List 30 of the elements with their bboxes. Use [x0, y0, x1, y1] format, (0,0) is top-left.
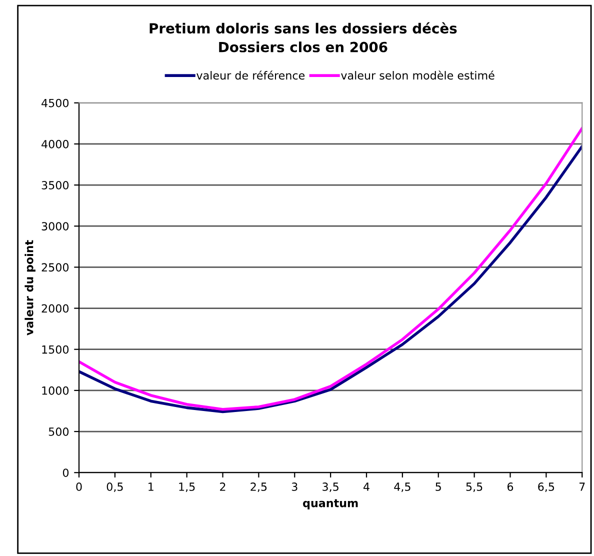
- y-axis-title: valeur du point: [24, 240, 36, 336]
- x-tick-label: 0: [76, 482, 82, 491]
- legend-label: valeur de référence: [196, 70, 305, 80]
- legend-label: valeur selon modèle estimé: [341, 70, 494, 80]
- y-tick-label: 4000: [42, 140, 69, 148]
- x-tick-label: 3: [292, 482, 298, 491]
- x-tick-label: 5,5: [466, 482, 482, 492]
- x-tick-label: 6: [507, 482, 514, 491]
- x-tick-label: 3,5: [322, 482, 338, 492]
- x-tick-label: 4: [364, 482, 370, 491]
- x-tick-label: 2,5: [250, 482, 267, 492]
- y-tick-label: 3500: [42, 181, 69, 190]
- x-tick-label: 2: [220, 482, 226, 491]
- y-tick-label: 0: [62, 468, 69, 477]
- y-tick-label: 500: [48, 427, 69, 436]
- chart-title: Pretium doloris sans les dossiers décès Dossiers clos en 2006: [150, 22, 457, 52]
- y-tick-label: 4500: [42, 98, 69, 108]
- y-tick-label: 1500: [42, 345, 69, 354]
- x-axis-title: quantum: [303, 499, 358, 510]
- x-tick-label: 1,5: [179, 482, 195, 492]
- y-tick-label: 2500: [42, 263, 69, 272]
- x-tick-label: 1: [148, 482, 154, 491]
- x-tick-label: 0,5: [106, 482, 123, 492]
- y-tick-label: 2000: [42, 304, 69, 313]
- x-tick-label: 7: [579, 482, 585, 491]
- x-tick-label: 4,5: [394, 482, 410, 492]
- y-tick-label: 1000: [42, 386, 69, 395]
- x-tick-label: 6,5: [538, 482, 554, 492]
- y-tick-label: 3000: [42, 222, 69, 230]
- x-tick-label: 5: [436, 482, 441, 491]
